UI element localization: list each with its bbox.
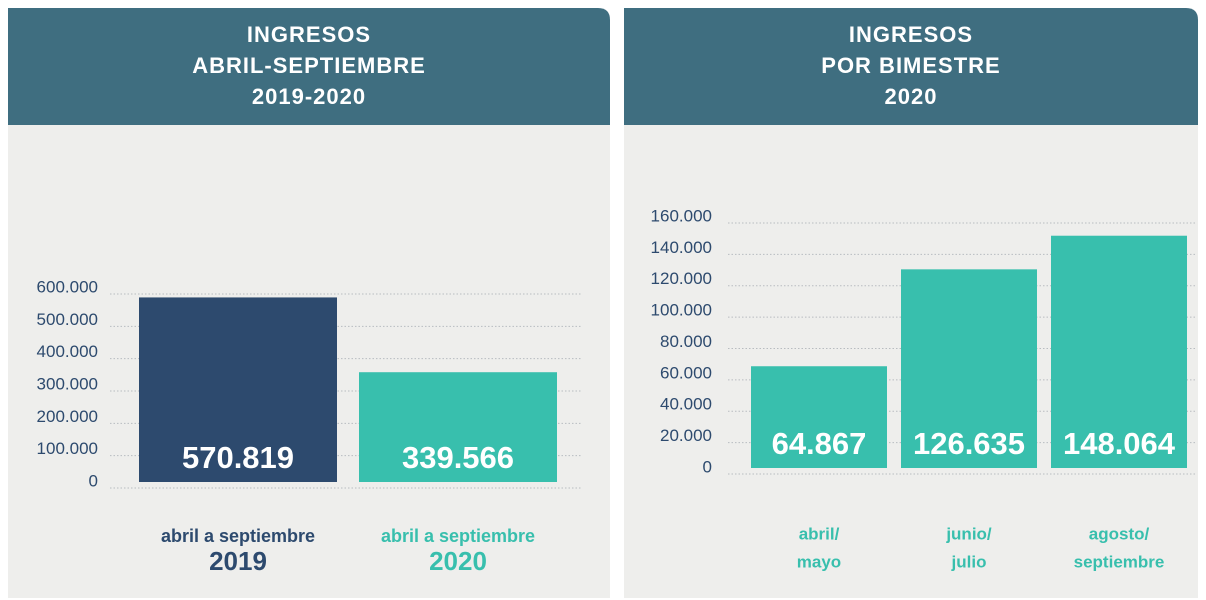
value-label: 570.819 xyxy=(182,440,294,475)
y-tick-label: 60.000 xyxy=(660,363,712,382)
value-label: 148.064 xyxy=(1063,426,1176,461)
y-tick-label: 160.000 xyxy=(651,206,712,225)
x-tick-label: septiembre xyxy=(1074,552,1165,571)
x-tick-label: agosto/ xyxy=(1089,524,1150,543)
y-tick-label: 100.000 xyxy=(37,439,98,458)
y-tick-label: 500.000 xyxy=(37,310,98,329)
x-tick-label: mayo xyxy=(797,552,841,571)
y-tick-label: 200.000 xyxy=(37,407,98,426)
chart-title: 2019-2020 xyxy=(252,84,366,109)
x-tick-label: 2019 xyxy=(209,546,267,576)
y-tick-label: 0 xyxy=(89,471,98,490)
x-tick-label: julio xyxy=(951,552,987,571)
panel-header xyxy=(8,8,610,125)
x-tick-label: 2020 xyxy=(429,546,487,576)
value-label: 339.566 xyxy=(402,440,514,475)
value-label: 126.635 xyxy=(913,426,1025,461)
y-tick-label: 80.000 xyxy=(660,332,712,351)
chart-title: 2020 xyxy=(885,84,938,109)
y-tick-label: 0 xyxy=(703,457,712,476)
y-tick-label: 20.000 xyxy=(660,426,712,445)
chart-title: POR BIMESTRE xyxy=(821,53,1000,78)
bar xyxy=(751,366,887,468)
x-tick-label: junio/ xyxy=(945,524,992,543)
chart-title: INGRESOS xyxy=(849,22,973,47)
bar xyxy=(1051,235,1187,468)
chart-title: INGRESOS xyxy=(247,22,371,47)
bar xyxy=(139,297,337,482)
y-tick-label: 40.000 xyxy=(660,395,712,414)
x-tick-label: abril/ xyxy=(799,524,840,543)
y-tick-label: 400.000 xyxy=(37,342,98,361)
y-tick-label: 100.000 xyxy=(651,301,712,320)
chart-title: ABRIL-SEPTIEMBRE xyxy=(192,53,426,78)
x-tick-label: abril a septiembre xyxy=(161,526,315,546)
y-tick-label: 600.000 xyxy=(37,277,98,296)
x-tick-label: abril a septiembre xyxy=(381,526,535,546)
y-tick-label: 300.000 xyxy=(37,374,98,393)
y-tick-label: 140.000 xyxy=(651,238,712,257)
bar xyxy=(359,372,557,482)
bar xyxy=(901,269,1037,468)
y-tick-label: 120.000 xyxy=(651,269,712,288)
value-label: 64.867 xyxy=(772,426,867,461)
panel-header xyxy=(624,8,1198,125)
